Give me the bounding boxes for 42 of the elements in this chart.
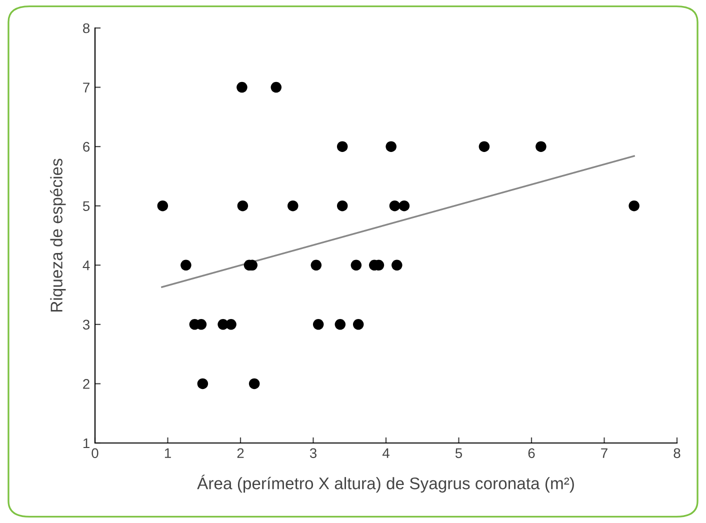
x-tick-label: 3 xyxy=(310,448,316,458)
point xyxy=(237,200,248,212)
point xyxy=(336,141,348,152)
x-tick-label: 6 xyxy=(528,448,535,458)
y-tick-label: 6 xyxy=(83,142,90,152)
point xyxy=(180,260,192,271)
y-tick-label: 8 xyxy=(83,23,90,34)
point xyxy=(334,319,346,330)
point xyxy=(352,319,364,330)
y-tick-label: 4 xyxy=(82,260,90,270)
point xyxy=(392,260,402,271)
x-tick-label: 2 xyxy=(237,448,244,458)
x-tick-label: 1 xyxy=(164,448,171,458)
point xyxy=(536,141,546,152)
point xyxy=(628,200,640,212)
point xyxy=(389,200,400,212)
point xyxy=(386,141,396,152)
x-tick-label: 0 xyxy=(92,448,98,458)
x-tick-label: 4 xyxy=(382,448,390,458)
point xyxy=(236,82,248,93)
y-tick-label: 2 xyxy=(83,379,90,389)
y-axis-title: Riqueza de espécies xyxy=(50,158,66,312)
point xyxy=(270,82,282,93)
point xyxy=(478,141,490,152)
point xyxy=(310,260,322,271)
point xyxy=(336,200,348,212)
point xyxy=(312,319,324,330)
x-tick-label: 7 xyxy=(601,448,608,458)
point xyxy=(197,378,208,390)
x-tick-label: 5 xyxy=(455,448,462,458)
point xyxy=(350,260,362,271)
x-tick-label: 8 xyxy=(674,448,680,458)
point xyxy=(226,319,236,330)
point xyxy=(248,378,260,390)
y-tick-label: 7 xyxy=(83,82,90,92)
y-tick-label: 5 xyxy=(82,201,90,212)
y-tick-label: 3 xyxy=(82,320,90,330)
point xyxy=(288,200,298,212)
point xyxy=(157,200,168,212)
x-axis-title: Área (perímetro X altura) de Syagrus coronata (m²) xyxy=(197,474,574,493)
point xyxy=(398,200,410,212)
y-tick-label: 1 xyxy=(83,438,90,448)
